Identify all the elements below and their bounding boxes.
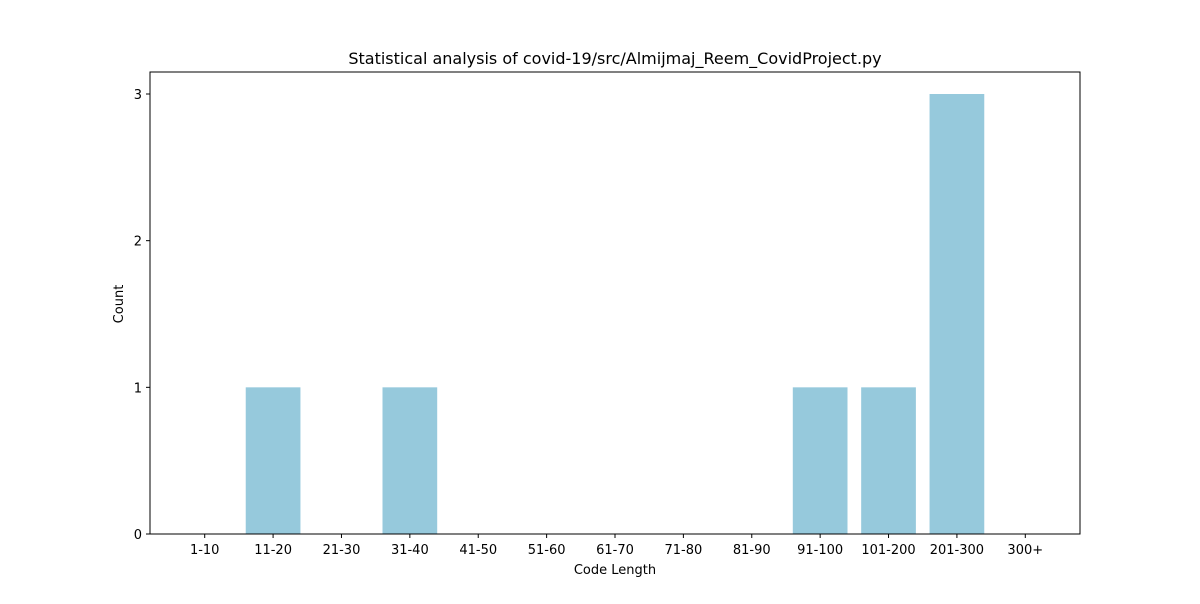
x-tick-label: 41-50: [459, 543, 497, 558]
bars: [245, 94, 985, 534]
y-tick-label: 3: [134, 88, 142, 103]
x-tick-label: 81-90: [733, 543, 771, 558]
x-axis-label: Code Length: [574, 563, 656, 578]
bar-201-300: [929, 94, 985, 534]
bar-91-100: [792, 387, 848, 534]
x-tick-label: 71-80: [664, 543, 702, 558]
x-tick-label: 21-30: [323, 543, 361, 558]
plot-area-frame: [149, 71, 1081, 535]
x-tick-label: 31-40: [391, 543, 429, 558]
bar-11-20: [245, 387, 301, 534]
bar-101-200: [861, 387, 916, 534]
y-axis-label: Count: [112, 285, 127, 324]
x-tick-label: 11-20: [254, 543, 292, 558]
x-tick-label: 201-300: [930, 543, 984, 558]
x-tick-label: 101-200: [861, 543, 915, 558]
bar-31-40: [382, 387, 438, 534]
x-tick-label: 91-100: [797, 543, 843, 558]
x-tick-label: 61-70: [596, 543, 634, 558]
y-axis-ticks: 0 1 2 3: [134, 88, 150, 543]
y-tick-label: 0: [134, 528, 142, 543]
x-tick-label: 1-10: [190, 543, 220, 558]
x-axis-ticks: 1-10 11-20 21-30 31-40 41-50 51-60 61-70 71-80 8…: [190, 534, 1043, 558]
chart-title: Statistical analysis of covid-19/src/Alm…: [348, 49, 881, 69]
y-tick-label: 2: [134, 235, 142, 250]
x-tick-label: 300+: [1007, 543, 1043, 558]
x-tick-label: 51-60: [528, 543, 566, 558]
y-tick-label: 1: [134, 381, 142, 396]
